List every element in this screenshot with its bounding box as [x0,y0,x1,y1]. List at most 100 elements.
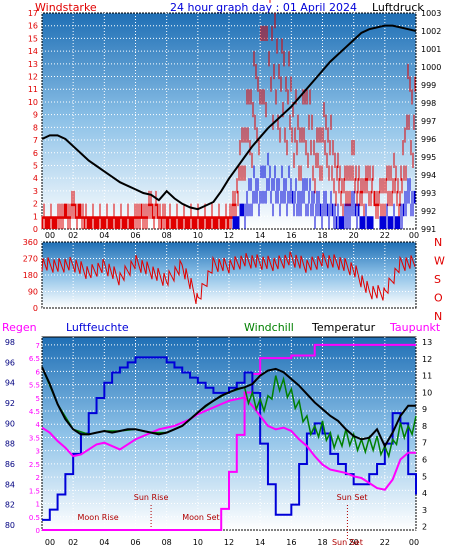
regen-tick-label: 1.5 [29,487,40,495]
regen-tick-label: 5.5 [29,382,40,390]
left-tick-label: 180 [23,271,38,280]
regen-axis-ticks: 0 0.5 1 1.5 2 2.5 3 3.5 4 4.5 5 5.5 6 6.5 7 [29,342,41,535]
x-tick-label: 14 [255,538,265,547]
compass-label: O [434,292,443,305]
temp-tick-label: 10 [422,388,432,397]
panel-wind-pressure: Windstarke 24 hour graph day : 01 April … [28,0,441,240]
humidity-tick-label: 94 [5,379,15,388]
temp-tick-label: 5 [422,472,427,481]
right-tick-label: 995 [421,153,436,162]
humidity-tick-label: 86 [5,460,15,469]
right-tick-label: 1000 [421,63,441,72]
temp-tick-label: 13 [422,338,432,347]
windchill-label: Windchill [244,321,294,334]
x-tick-label: 00 [409,231,419,240]
left-tick-label: 7 [33,136,38,145]
right-tick-label: 996 [421,135,436,144]
temp-tick-label: 9 [422,405,427,414]
humidity-tick-label: 92 [5,399,15,408]
compass-label: N [434,310,442,323]
left-tick-label: 12 [28,73,38,82]
luftfeuchte-line [42,356,417,521]
x-tick-label: 10 [193,538,203,547]
sun-moon-label: Moon Rise [78,513,119,522]
x-tick-label: 08 [162,538,172,547]
humidity-tick-label: 82 [5,501,15,510]
regen-tick-label: 6.5 [29,355,40,363]
regen-tick-label: 2 [36,474,40,482]
regen-tick-label: 5 [36,395,40,403]
temperature-axis-ticks: 2 3 4 5 6 7 8 9 10 11 12 13 [422,338,432,532]
regen-tick-label: 4 [36,421,41,429]
x-tick-label: 22 [380,538,390,547]
left-tick-label: 13 [28,60,38,69]
series-1 [41,0,417,229]
x-tick-label: 10 [193,231,203,240]
regen-tick-label: 0.5 [29,514,40,522]
series-2 [41,251,416,304]
taupunkt-line [41,396,416,491]
series-3 [41,343,417,531]
right-tick-label: 993 [421,189,436,198]
humidity-tick-label: 96 [5,358,15,367]
regen-tick-label: 4.5 [29,408,40,416]
panel-temperature: Regen Luftfeuchte Windchill Temperatur T… [2,321,441,547]
left-tick-label: 3 [33,187,38,196]
x-tick-label: 22 [380,231,390,240]
regen-label: Regen [2,321,37,334]
left-tick-label: 4 [33,174,38,183]
right-axis-ticks-1: 991 992 993 994 995 996 997 998 999 1000 1001 1002 1… [421,9,441,234]
left-tick-label: 5 [33,161,38,170]
x-tick-label: 02 [68,231,78,240]
temp-tick-label: 4 [422,489,427,498]
temp-tick-label: 7 [422,439,427,448]
regen-tick-label: 3.5 [29,434,40,442]
regen-tick-label: 0 [36,527,40,535]
left-tick-label: 15 [28,34,38,43]
x-axis-ticks-1: 00 02 04 06 08 10 12 14 16 18 20 22 00 [45,231,419,240]
luftfeuchte-label: Luftfeuchte [66,321,129,334]
x-tick-label: 08 [162,231,172,240]
grid-2 [41,241,417,309]
x-tick-label: 04 [99,231,109,240]
x-tick-label: 18 [317,231,327,240]
x-tick-label: 14 [255,231,265,240]
right-tick-label: 1002 [421,27,441,36]
x-tick-label: 16 [286,538,296,547]
temp-tick-label: 12 [422,355,432,364]
compass-label: W [434,255,445,268]
left-axis-ticks-2: 0 90 180 270 360 [23,238,38,313]
x-tick-label: 06 [130,231,140,240]
humidity-tick-label: 84 [5,480,15,489]
annotations-3: Sun Rise Moon Rise Moon Set Sun Set Sun Set [78,493,368,547]
left-tick-label: 0 [33,304,38,313]
left-tick-label: 1 [33,212,38,221]
left-tick-label: 10 [28,98,38,107]
left-tick-label: 0 [33,225,38,234]
sun-moon-label: Sun Set [337,493,368,502]
left-tick-label: 9 [33,111,38,120]
regen-tick-label: 1 [36,501,40,509]
sun-moon-label: Sun Rise [134,493,169,502]
left-tick-label: 14 [28,47,38,56]
x-tick-label: 04 [99,538,109,547]
regen-tick-label: 3 [36,448,40,456]
windrichtung-line [41,251,416,304]
windbo-series [232,152,416,229]
sun-moon-label: Moon Set [182,513,219,522]
x-tick-label: 12 [224,231,234,240]
temp-tick-label: 6 [422,456,427,465]
right-tick-label: 998 [421,99,436,108]
humidity-tick-label: 88 [5,440,15,449]
regen-tick-label: 2.5 [29,461,40,469]
x-tick-label: 20 [349,538,359,547]
x-tick-label: 12 [224,538,234,547]
x-tick-label: 02 [68,538,78,547]
left-tick-label: 360 [23,238,38,247]
left-tick-label: 8 [33,123,38,132]
x-tick-label: 18 [317,538,327,547]
